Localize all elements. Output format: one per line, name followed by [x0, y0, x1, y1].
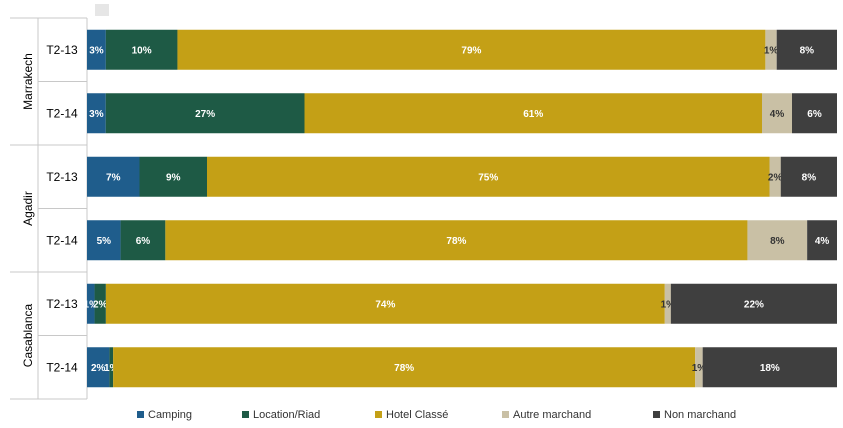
- data-label: 4%: [815, 236, 830, 247]
- data-label: 7%: [106, 172, 121, 183]
- bar-segment-hotel-class-: [113, 347, 696, 388]
- bar-segment-hotel-class-: [105, 283, 665, 324]
- data-label: 1%: [104, 363, 119, 374]
- corner-mark: [95, 4, 109, 16]
- data-label: 2%: [91, 363, 106, 374]
- bar-segment-camping: [87, 220, 121, 261]
- bar-segment-location-riad: [105, 29, 178, 70]
- bar-segment-autre-marchand: [747, 220, 808, 261]
- period-label: T2-13: [46, 43, 78, 57]
- data-label: 79%: [461, 45, 481, 56]
- data-label: 1%: [692, 363, 707, 374]
- legend-swatch: [137, 411, 144, 418]
- bar-segment-non-marchand: [780, 156, 837, 197]
- data-label: 2%: [93, 299, 108, 310]
- data-label: 6%: [807, 109, 822, 120]
- bar-segment-non-marchand: [702, 347, 837, 388]
- bar-segment-autre-marchand: [762, 93, 792, 134]
- group-label-marrakech: Marrakech: [21, 53, 35, 110]
- bar-segment-non-marchand: [792, 93, 837, 134]
- category-axis: Marrakech Agadir Casablanca T2-13 T2-14 T2-13…: [10, 17, 88, 400]
- bar-segment-location-riad: [139, 156, 207, 197]
- bar-segment-location-riad: [109, 347, 114, 388]
- period-label: T2-13: [46, 170, 78, 184]
- data-label: 6%: [136, 236, 151, 247]
- data-label: 22%: [744, 299, 764, 310]
- bar-segment-location-riad: [105, 93, 305, 134]
- bar-segment-hotel-class-: [304, 93, 762, 134]
- data-label: 1%: [764, 45, 779, 56]
- data-label: 61%: [523, 109, 543, 120]
- data-label: 4%: [770, 109, 785, 120]
- data-label: 74%: [375, 299, 395, 310]
- data-label: 10%: [132, 45, 152, 56]
- data-label: 8%: [770, 236, 785, 247]
- bar-segment-non-marchand: [670, 283, 837, 324]
- legend-label: Location/Riad: [253, 409, 320, 421]
- bar-segment-camping: [87, 156, 140, 197]
- legend-swatch: [242, 411, 249, 418]
- bars: 3% 10% 79% 1% 8% 3% 27% 61% 4% 6% 7% 9% 75% 2% 8% 5% 6% 7…: [84, 29, 837, 388]
- bar-segment-autre-marchand: [664, 283, 671, 324]
- bar-segment-autre-marchand: [695, 347, 703, 388]
- period-label: T2-14: [46, 233, 78, 247]
- bar-segment-hotel-class-: [177, 29, 766, 70]
- data-label: 18%: [760, 363, 780, 374]
- data-label: 8%: [802, 172, 817, 183]
- bar-segment-camping: [87, 29, 106, 70]
- data-label: 75%: [478, 172, 498, 183]
- legend: Camping Location/Riad Hotel Classé Autre ma…: [137, 409, 736, 421]
- period-label: T2-14: [46, 360, 78, 374]
- legend-swatch: [502, 411, 509, 418]
- data-label: 1%: [661, 299, 676, 310]
- bar-segment-location-riad: [120, 220, 166, 261]
- legend-swatch: [375, 411, 382, 418]
- bar-segment-non-marchand: [776, 29, 837, 70]
- data-label: 3%: [89, 45, 104, 56]
- data-label: 3%: [89, 109, 104, 120]
- data-label: 27%: [195, 109, 215, 120]
- bar-segment-location-riad: [94, 283, 106, 324]
- period-label: T2-14: [46, 106, 78, 120]
- legend-label: Non marchand: [664, 409, 736, 421]
- group-label-casablanca: Casablanca: [21, 303, 35, 367]
- data-label: 78%: [394, 363, 414, 374]
- bar-segment-hotel-class-: [207, 156, 770, 197]
- legend-label: Hotel Classé: [386, 409, 448, 421]
- data-label: 8%: [800, 45, 815, 56]
- period-label: T2-13: [46, 297, 78, 311]
- bar-segment-hotel-class-: [165, 220, 748, 261]
- legend-swatch: [653, 411, 660, 418]
- bar-segment-camping: [87, 347, 110, 388]
- bar-segment-autre-marchand: [769, 156, 781, 197]
- data-label: 78%: [446, 236, 466, 247]
- data-label: 1%: [84, 299, 99, 310]
- legend-label: Camping: [148, 409, 192, 421]
- data-label: 2%: [768, 172, 783, 183]
- group-label-agadir: Agadir: [21, 191, 35, 226]
- bar-segment-camping: [87, 283, 95, 324]
- bar-segment-non-marchand: [807, 220, 837, 261]
- data-label: 9%: [166, 172, 181, 183]
- bar-segment-camping: [87, 93, 106, 134]
- legend-label: Autre marchand: [513, 409, 591, 421]
- data-label: 5%: [97, 236, 112, 247]
- bar-segment-autre-marchand: [765, 29, 777, 70]
